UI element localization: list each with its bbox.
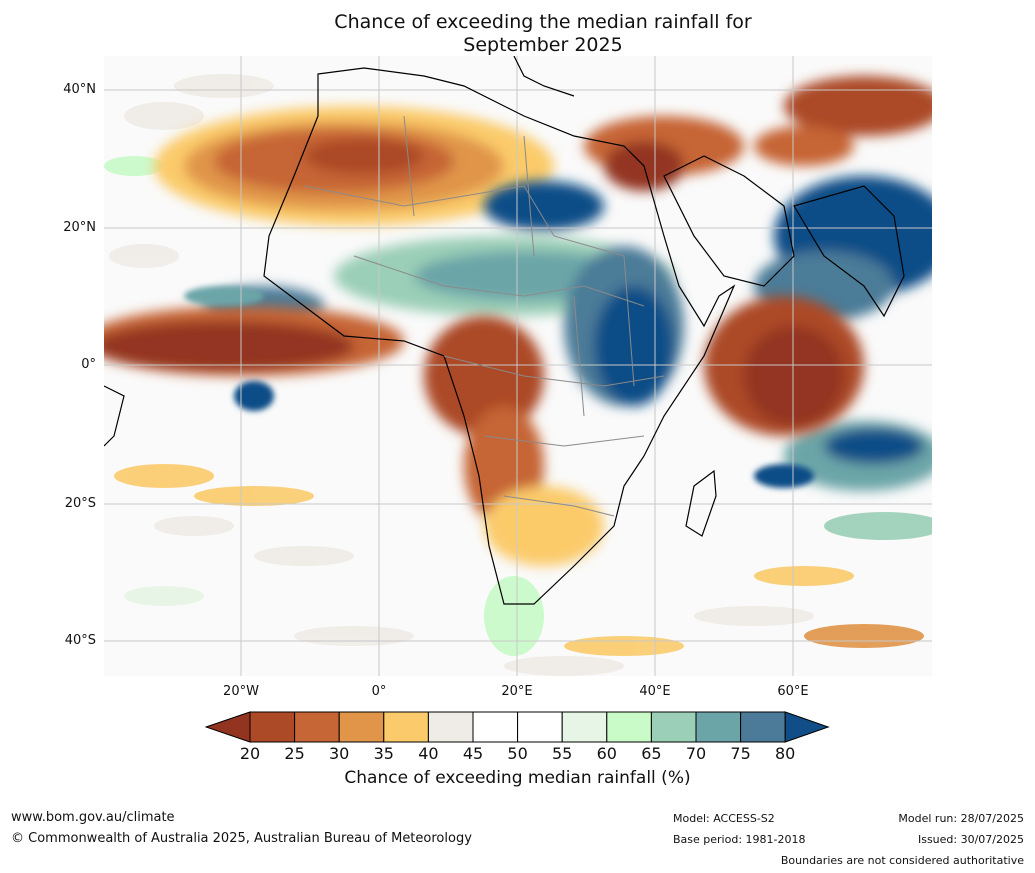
wet-region-central: [204, 176, 932, 491]
map-title-line1: Chance of exceeding the median rainfall …: [334, 11, 752, 33]
colorbar-tick-label: 20: [239, 744, 261, 763]
colorbar-tick-label: 70: [685, 744, 707, 763]
colorbar-cell: [740, 711, 786, 743]
rainfall-map-svg: [104, 56, 932, 676]
footer-issued: Issued: 30/07/2025: [917, 833, 1024, 846]
colorbar-extend-low: [205, 711, 251, 743]
colorbar-cell: [427, 711, 474, 743]
lat-tick-0: 0°: [81, 357, 96, 372]
colorbar-tick-label: 75: [730, 744, 751, 763]
coastline: [104, 56, 905, 605]
colorbar: [205, 711, 830, 743]
lat-tick-40n: 40°N: [63, 82, 96, 97]
dry-region-equatorial: [104, 296, 864, 566]
colorbar-tick-label: 55: [552, 744, 573, 763]
colorbar-cell: [695, 711, 742, 743]
country-borders: [303, 115, 665, 517]
dry-region-north: [154, 76, 932, 226]
lon-tick-60e: 60°E: [777, 684, 809, 699]
lat-tick-20s: 20°S: [64, 496, 96, 511]
footer-disclaimer: Boundaries are not considered authoritat…: [780, 854, 1024, 867]
colorbar-tick-label: 40: [418, 744, 439, 763]
footer-model: Model: ACCESS-S2: [673, 812, 775, 825]
colorbar-cell: [249, 711, 296, 743]
colorbar-cell: [383, 711, 429, 743]
map-graticule: [104, 56, 932, 676]
colorbar-tick-label: 65: [641, 744, 662, 763]
lon-tick-20w: 20°W: [223, 684, 259, 699]
colorbar-cell: [517, 711, 563, 743]
rainfall-map: [104, 56, 932, 676]
map-title: Chance of exceeding the median rainfall …: [243, 11, 843, 57]
map-title-line2: September 2025: [463, 34, 623, 56]
colorbar-cell: [472, 711, 519, 743]
footer-website[interactable]: www.bom.gov.au/climate: [11, 810, 175, 825]
lon-tick-40e: 40°E: [639, 684, 671, 699]
colorbar-cell: [650, 711, 697, 743]
lon-tick-20e: 20°E: [501, 684, 533, 699]
colorbar-cell: [294, 711, 340, 743]
colorbar-cell: [606, 711, 652, 743]
lat-tick-40s: 40°S: [64, 633, 96, 648]
lon-tick-0: 0°: [371, 684, 387, 699]
colorbar-tick-label: 25: [284, 744, 305, 763]
colorbar-cell: [338, 711, 385, 743]
footer-copyright: © Commonwealth of Australia 2025, Austra…: [11, 831, 472, 846]
footer-base-period: Base period: 1981-2018: [673, 833, 806, 846]
colorbar-tick-label: 50: [507, 744, 528, 763]
lat-tick-20n: 20°N: [63, 220, 96, 235]
colorbar-tick-label: 60: [596, 744, 617, 763]
colorbar-tick-label: 35: [373, 744, 394, 763]
footer-model-run: Model run: 28/07/2025: [898, 812, 1024, 825]
colorbar-cell: [561, 711, 608, 743]
colorbar-tick-label: 80: [775, 744, 796, 763]
colorbar-tick-label: 45: [462, 744, 484, 763]
colorbar-tick-label: 30: [329, 744, 350, 763]
colorbar-cells: [205, 711, 830, 743]
colorbar-label: Chance of exceeding median rainfall (%): [344, 768, 691, 788]
colorbar-extend-high: [784, 711, 830, 743]
wet-patches: [184, 286, 814, 488]
